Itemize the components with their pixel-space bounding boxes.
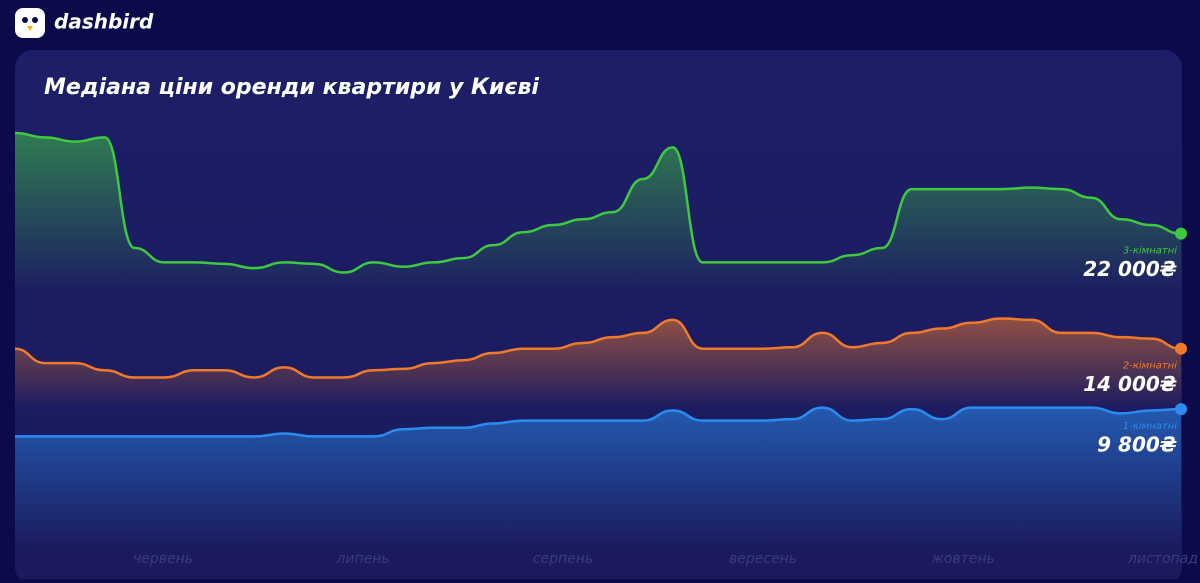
- line: [15, 406, 1182, 438]
- x-tick-label: червень: [133, 551, 193, 567]
- value-label: 9 800₴: [1097, 433, 1177, 457]
- area: [15, 407, 1181, 550]
- line: [14, 317, 1182, 379]
- x-tick-label: жовтень: [930, 551, 995, 567]
- end-dot: [1175, 227, 1187, 240]
- area: [15, 133, 1181, 294]
- brand[interactable]: dashbird: [54, 10, 154, 34]
- chart-title: Медіана ціни оренди квартири у Києві: [44, 75, 539, 100]
- value-label: 22 000₴: [1083, 257, 1177, 281]
- end-dot: [1175, 403, 1187, 416]
- end-dot: [1175, 342, 1187, 355]
- x-tick-label: липень: [335, 551, 389, 567]
- value-label: 14 000₴: [1083, 372, 1177, 396]
- line: [14, 131, 1182, 274]
- series-label: 2-кімнатні: [1123, 360, 1177, 372]
- series-label: 3-кімнатні: [1123, 245, 1177, 257]
- x-tick-label: серпень: [533, 551, 593, 567]
- x-tick-label: листопад: [1127, 551, 1198, 567]
- series-label: 1-кімнатні: [1123, 420, 1177, 432]
- x-tick-label: вересень: [729, 551, 797, 567]
- area: [15, 318, 1181, 409]
- logo[interactable]: dashbird: [15, 8, 154, 38]
- logo-icon[interactable]: [15, 8, 45, 38]
